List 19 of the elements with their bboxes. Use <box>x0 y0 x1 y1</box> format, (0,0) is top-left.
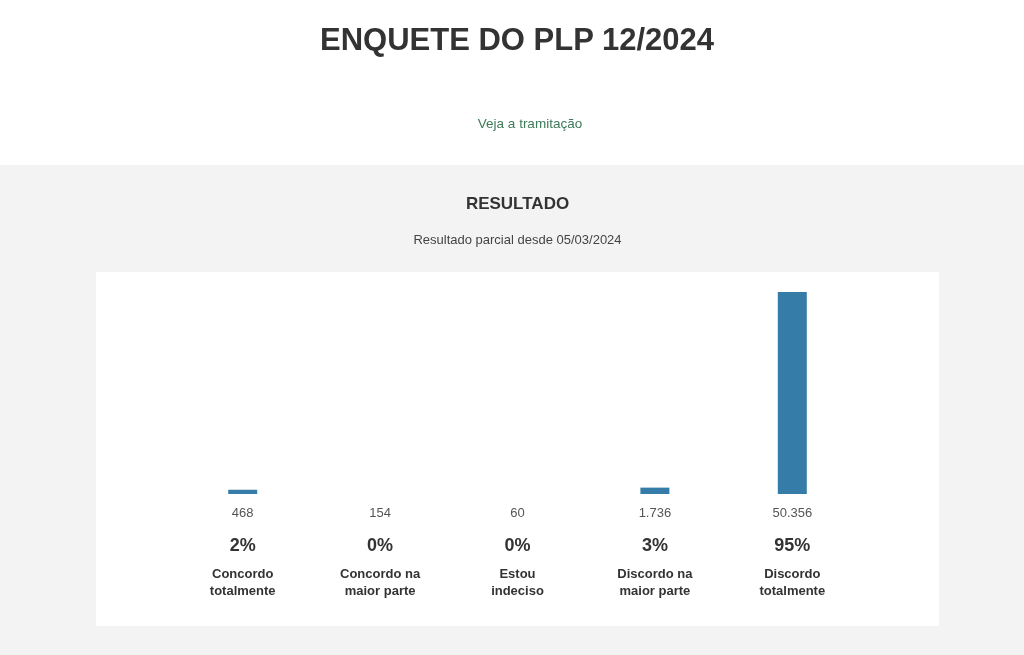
data-label: 0% <box>367 535 394 555</box>
data-label: 3% <box>641 535 668 555</box>
text: 154 <box>369 505 391 520</box>
data-label: 95% <box>774 535 811 555</box>
x-tick-label: Concordo na maior parte <box>340 566 421 598</box>
x-tick-label: Estou indeciso <box>491 566 544 598</box>
data-label: 0% <box>504 535 531 555</box>
x-tick-label: Discordo na maior parte <box>617 566 694 598</box>
chart-subtitle: Resultado parcial desde 05/03/2024 <box>413 232 622 247</box>
text: 468 <box>231 505 254 520</box>
text: Veja a tramitação <box>477 116 583 131</box>
text: 60 <box>510 505 525 520</box>
x-tick-label: Discordo totalmente <box>759 566 826 598</box>
x-tick-label: Concordo totalmente <box>209 566 276 598</box>
data-label: 2% <box>229 535 256 555</box>
text: 50.356 <box>772 505 813 520</box>
text: RESULTADO <box>465 194 570 213</box>
chart-title: ENQUETE DO PLP 12/2024 <box>320 22 715 57</box>
text: 1.736 <box>638 505 672 520</box>
